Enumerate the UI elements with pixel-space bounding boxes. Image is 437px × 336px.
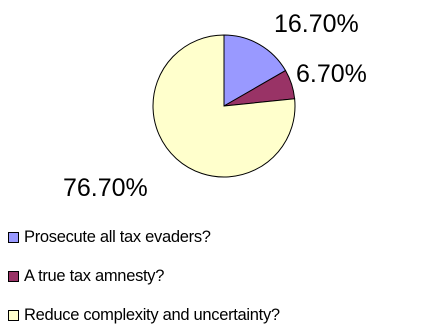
legend-label-reduce-complexity: Reduce complexity and uncertainty? [24, 305, 280, 324]
pie-slice-prosecute [223, 34, 287, 107]
legend-label-amnesty: A true tax amnesty? [24, 266, 165, 285]
data-label-reduce-complexity: 76.70% [63, 174, 148, 202]
data-label-prosecute: 16.70% [274, 10, 359, 38]
pie-slice-reduce-complexity [152, 34, 296, 178]
pie-slices [152, 34, 296, 178]
legend-item-prosecute: Prosecute all tax evaders? [8, 224, 211, 250]
legend-item-amnesty: A true tax amnesty? [8, 263, 164, 289]
legend-swatch-prosecute [8, 231, 19, 243]
legend-item-reduce-complexity: Reduce complexity and uncertainty? [8, 302, 280, 328]
legend-label-prosecute: Prosecute all tax evaders? [24, 227, 211, 246]
data-label-amnesty: 6.70% [296, 60, 367, 88]
legend-swatch-amnesty [8, 270, 19, 282]
legend-swatch-reduce-complexity [8, 309, 19, 321]
